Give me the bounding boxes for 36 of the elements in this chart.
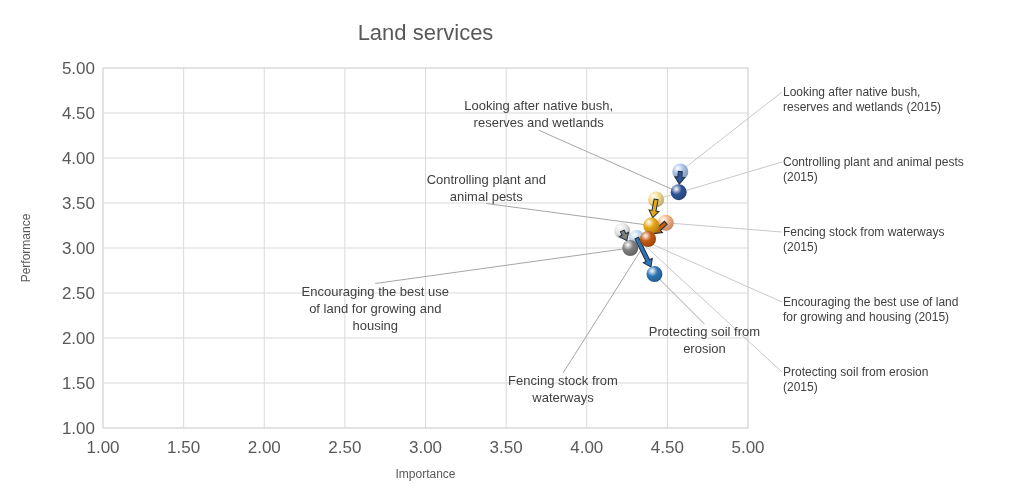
annotation: Fencing stock from waterways (2015): [783, 225, 945, 254]
annotation: Looking after native bush, reserves and wetlands (2015): [783, 85, 942, 114]
y-tick-label: 1.50: [61, 374, 95, 393]
point: [646, 266, 663, 283]
y-tick-label: 4.50: [61, 104, 95, 123]
annotation: Looking after native bush, reserves and wetlands: [464, 98, 614, 131]
y-tick-label: 4.00: [61, 149, 95, 168]
annotation: Controlling plant and animal pests: [426, 171, 546, 204]
y-axis-title: Performance: [19, 213, 33, 283]
annotation: Controlling plant and animal pests (2015): [783, 155, 964, 184]
point: [670, 184, 687, 201]
point: [640, 231, 657, 247]
y-tick-label: 5.00: [61, 59, 95, 78]
x-tick-label: 1.00: [86, 438, 120, 457]
y-tick-label: 3.00: [61, 239, 95, 258]
x-tick-label: 3.00: [408, 438, 443, 457]
annotation: Protecting soil from erosion (2015): [783, 365, 929, 394]
y-tick-label: 1.00: [61, 419, 95, 438]
annotation: Encouraging the best use of land for growing and housing: [301, 283, 450, 333]
x-tick-label: 2.50: [328, 438, 362, 457]
annotation: Encouraging the best use of land for growing and housing (2015): [783, 295, 959, 324]
x-tick-label: 5.00: [731, 438, 765, 457]
x-tick-label: 4.50: [650, 438, 684, 457]
x-tick-label: 3.50: [489, 438, 523, 457]
y-tick-label: 2.50: [61, 284, 95, 303]
y-tick-label: 2.00: [61, 329, 95, 348]
point: [643, 217, 660, 234]
chart-title: Land services: [357, 20, 494, 45]
x-axis-title: Importance: [395, 467, 456, 481]
x-tick-label: 4.00: [570, 438, 604, 457]
y-tick-label: 3.50: [61, 194, 95, 213]
annotation: Fencing stock from waterways: [508, 373, 618, 405]
annotation: Protecting soil from erosion: [648, 324, 761, 357]
x-tick-label: 2.00: [247, 438, 281, 457]
point: [622, 240, 639, 256]
x-tick-label: 1.50: [167, 438, 201, 457]
